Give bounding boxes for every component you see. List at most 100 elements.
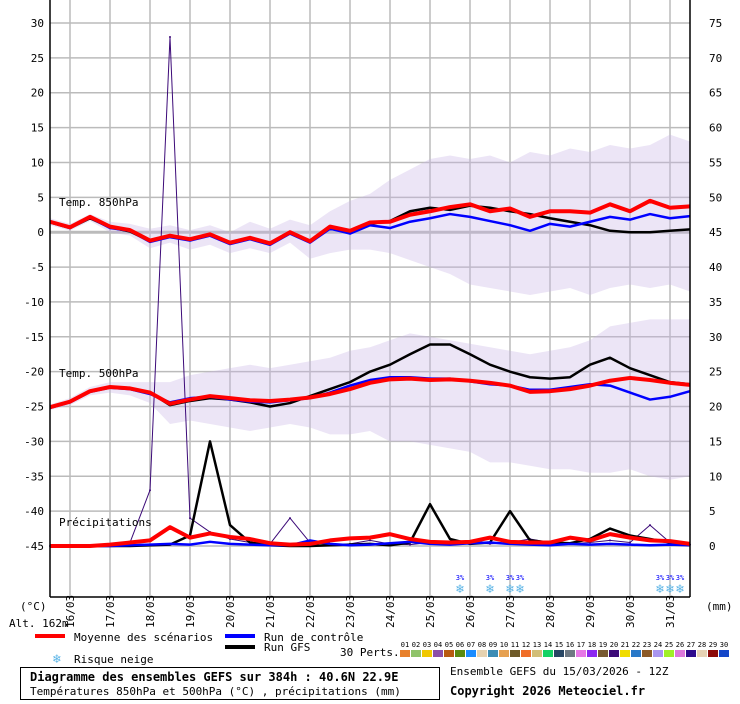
left-tick-label: 5 [37,191,44,204]
left-tick-label: -5 [31,261,44,274]
left-tick-label: -15 [24,331,44,344]
legend-perts-label: 30 Perts. [340,646,400,659]
date-label: 29/03 [584,595,597,628]
snowflake-icon: ❄ [665,582,674,597]
left-tick-label: -25 [24,401,44,414]
left-tick-label: 10 [31,156,44,169]
pert-number: 09 [489,641,497,649]
pert-color-swatch [510,650,520,657]
pert-number: 12 [522,641,530,649]
pert-number: 16 [566,641,574,649]
date-label: 18/03 [144,595,157,628]
right-tick-label: 50 [709,191,722,204]
left-tick-label: 20 [31,87,44,100]
pert-color-swatch [708,650,718,657]
legend-gfs-swatch [225,645,255,649]
pert-number: 15 [555,641,563,649]
snow-risk-percent: 3% [676,574,685,582]
pert-color-swatch [400,650,410,657]
altitude: Alt. 162m [9,617,69,630]
pert-color-swatch [411,650,421,657]
pert-number: 28 [698,641,706,649]
pert-color-swatch [532,650,542,657]
pert-number: 01 [401,641,409,649]
right-tick-label: 5 [709,505,716,518]
pert-number: 25 [665,641,673,649]
pert-number: 27 [687,641,695,649]
pert-number: 23 [643,641,651,649]
left-tick-label: -20 [24,366,44,379]
date-label: 25/03 [424,595,437,628]
pert-color-swatch [521,650,531,657]
right-unit: (mm) [706,600,733,613]
date-label: 27/03 [504,595,517,628]
pert-color-swatch [444,650,454,657]
precip-perturbation-20-line-point [289,517,291,519]
right-tick-label: 35 [709,296,722,309]
pert-number: 24 [654,641,662,649]
snowflake-icon: ❄ [515,582,524,597]
pert-color-swatch [686,650,696,657]
pert-color-swatch [422,650,432,657]
precip-perturbation-20-line-point [629,542,631,544]
left-unit: (°C) [20,600,47,613]
pert-number: 17 [577,641,585,649]
pert-color-swatch [609,650,619,657]
left-tick-label: -40 [24,505,44,518]
snow-risk-percent: 3% [516,574,525,582]
pert-color-swatch [587,650,597,657]
legend-gfs: Run GFS [264,641,310,654]
date-label: 30/03 [624,595,637,628]
precip-perturbation-20-line-point [369,539,371,541]
precip-perturbation-20-line-point [169,36,171,38]
pert-number: 03 [423,641,431,649]
right-tick-label: 20 [709,401,722,414]
title-box: Diagramme des ensembles GEFS sur 384h : … [20,667,440,700]
snow-risk-percent: 3% [666,574,675,582]
pert-color-swatch [543,650,553,657]
pert-color-swatch [642,650,652,657]
pert-color-swatch [466,650,476,657]
right-tick-label: 15 [709,435,722,448]
pert-number: 02 [412,641,420,649]
snowflake-icon: ❄ [655,582,664,597]
right-tick-label: 55 [709,156,722,169]
right-tick-label: 75 [709,17,722,30]
right-tick-label: 65 [709,87,722,100]
right-tick-label: 60 [709,122,722,135]
legend-control-swatch [225,634,255,638]
date-label: 17/03 [104,595,117,628]
pert-color-swatch [653,650,663,657]
grid [50,0,690,597]
pert-color-swatch [477,650,487,657]
t850-spread-band [50,135,690,295]
pert-number: 19 [599,641,607,649]
pert-color-swatch [433,650,443,657]
left-tick-label: -30 [24,435,44,448]
pert-number: 29 [709,641,717,649]
pert-color-swatch [576,650,586,657]
pert-number: 14 [544,641,552,649]
chart-title: Diagramme des ensembles GEFS sur 384h : … [30,670,398,684]
pert-color-swatch [697,650,707,657]
precip-perturbation-20-line-point [609,539,611,541]
right-tick-label: 30 [709,331,722,344]
pert-color-swatch [488,650,498,657]
ensemble-spread [50,135,690,480]
pert-number: 18 [588,641,596,649]
label-t500: Temp. 500hPa [59,367,138,380]
snow-risk-percent: 3% [506,574,515,582]
left-tick-label: 30 [31,17,44,30]
pert-number: 10 [500,641,508,649]
date-label: 28/03 [544,595,557,628]
precip-perturbation-20-line-point [149,489,151,491]
pert-color-swatch [675,650,685,657]
snow-risk-markers: 3%❄3%❄3%❄3%❄3%❄3%❄3%❄ [455,574,685,597]
pert-number: 20 [610,641,618,649]
pert-number: 08 [478,641,486,649]
pert-number: 11 [511,641,519,649]
copyright: Copyright 2026 Meteociel.fr [450,684,645,698]
pert-color-swatch [455,650,465,657]
